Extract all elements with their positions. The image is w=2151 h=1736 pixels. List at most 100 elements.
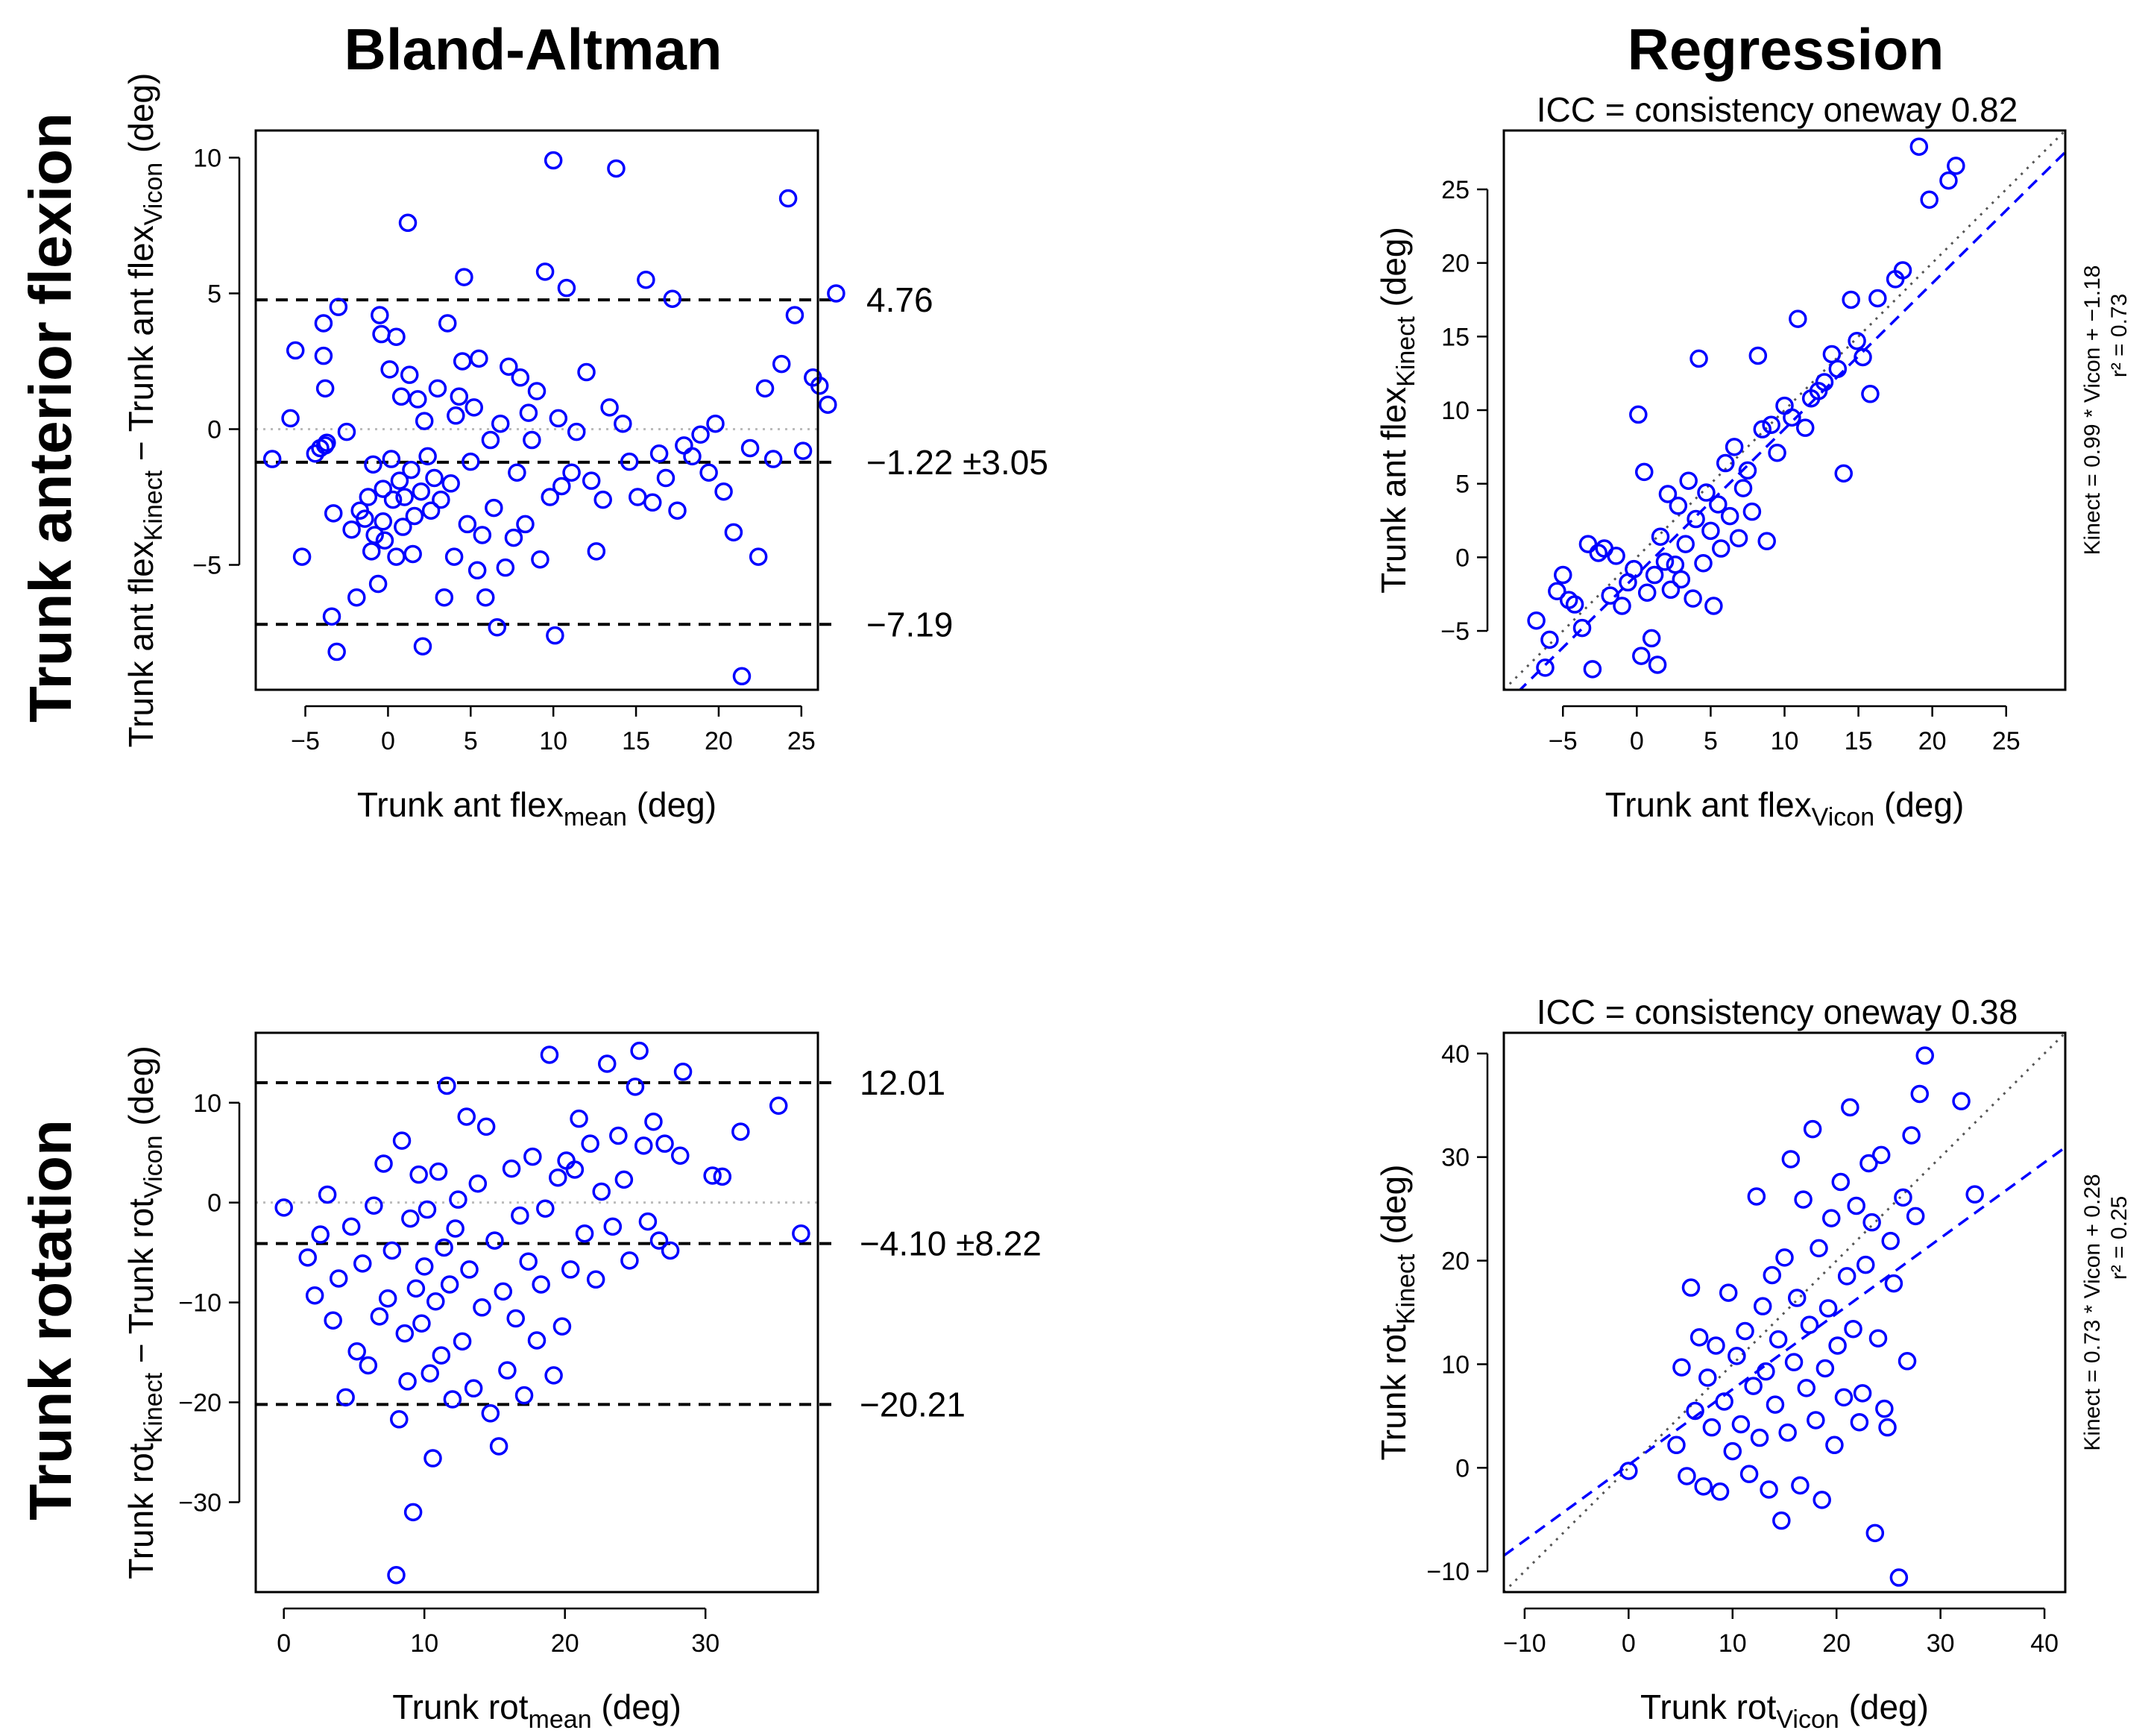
data-point (1578, 535, 1598, 553)
data-point (620, 452, 639, 471)
x-tick-label: 10 (1771, 727, 1799, 755)
data-point (792, 1224, 810, 1243)
data-point (347, 588, 366, 607)
x-tick-label: 15 (622, 727, 650, 755)
data-point (1709, 495, 1728, 514)
y-tick-label: 10 (193, 1089, 221, 1118)
data-point (315, 379, 335, 398)
data-point (1704, 597, 1723, 615)
data-point (552, 1317, 572, 1336)
data-point (324, 1311, 342, 1330)
data-point (449, 1190, 467, 1209)
data-point (421, 1364, 439, 1383)
column-title-bland-altman: Bland-Altman (344, 16, 722, 82)
data-point (488, 618, 507, 637)
data-point (630, 1041, 649, 1060)
data-point (740, 438, 760, 458)
data-point (329, 298, 348, 316)
r-squared: r² = 0.73 (2107, 294, 2132, 378)
data-point (337, 422, 356, 441)
data-point (649, 1231, 669, 1250)
data-point (496, 558, 515, 577)
data-point (714, 482, 733, 501)
data-point (523, 430, 541, 450)
data-point (464, 1379, 483, 1398)
data-point (561, 1260, 580, 1279)
icc-label: ICC = consistency oneway 0.82 (1537, 90, 2018, 129)
x-tick-label: 10 (1719, 1629, 1747, 1658)
data-point (387, 327, 406, 346)
y-tick-label: −5 (192, 552, 221, 580)
data-point (536, 1199, 555, 1218)
data-point (1681, 1278, 1701, 1297)
data-point (491, 414, 510, 433)
data-point (1865, 1523, 1885, 1543)
data-point (1781, 1150, 1801, 1169)
data-point (603, 1217, 623, 1236)
data-point (382, 1241, 402, 1260)
data-point (336, 1388, 355, 1407)
data-point (406, 1279, 426, 1298)
data-point (508, 463, 526, 482)
data-point (359, 488, 378, 506)
x-tick-label: 0 (1622, 1629, 1636, 1658)
data-point (1794, 1190, 1813, 1209)
x-tick-label: −5 (1549, 727, 1578, 755)
data-point (540, 1045, 559, 1064)
y-tick-label: 25 (1441, 176, 1470, 204)
data-point (629, 488, 647, 506)
data-point (1889, 1568, 1909, 1587)
x-tick-label: 40 (2030, 1629, 2059, 1658)
data-point (473, 1298, 491, 1317)
y-tick-label: 5 (207, 280, 221, 308)
data-point (374, 512, 393, 531)
data-point (582, 471, 601, 490)
data-point (1760, 1480, 1778, 1499)
data-point (755, 379, 775, 398)
data-point (327, 642, 346, 661)
data-point (1648, 655, 1667, 674)
data-point (457, 1107, 476, 1126)
data-point (395, 488, 414, 506)
y-tick-label: 15 (1441, 323, 1470, 351)
data-point (286, 341, 305, 360)
data-point (428, 379, 447, 398)
data-point (1787, 1289, 1807, 1307)
data-point (527, 1331, 547, 1350)
reference-label-0: 4.76 (866, 280, 933, 319)
x-tick-label: 10 (539, 727, 567, 755)
data-point (703, 1166, 722, 1185)
data-point (470, 349, 488, 368)
data-point (305, 1286, 324, 1305)
reference-label-2: −7.19 (866, 605, 953, 644)
data-point (1637, 583, 1657, 602)
data-point (387, 547, 406, 566)
x-tick-label: 20 (551, 1629, 579, 1658)
data-point (577, 362, 596, 382)
data-point (587, 542, 606, 561)
data-point (429, 1162, 448, 1181)
x-tick-label: 25 (1992, 727, 2021, 755)
data-point (1791, 1476, 1810, 1495)
data-point (1698, 1368, 1717, 1387)
r-squared: r² = 0.25 (2107, 1196, 2132, 1280)
reference-label-1: −4.10 ±8.22 (860, 1224, 1042, 1263)
data-point (1878, 1418, 1897, 1437)
data-point (614, 1170, 634, 1189)
x-tick-label: 20 (1918, 727, 1947, 755)
data-point (1965, 1185, 1984, 1204)
data-point (380, 360, 399, 379)
data-point (356, 509, 374, 528)
data-point (383, 490, 403, 509)
data-point (1753, 420, 1772, 438)
data-point (387, 1565, 406, 1585)
data-point (1842, 290, 1860, 309)
data-point (378, 1289, 397, 1308)
data-point (546, 626, 564, 645)
data-point (1807, 1411, 1825, 1430)
data-point (453, 1332, 472, 1351)
data-point (592, 1182, 611, 1201)
data-point (444, 547, 464, 566)
data-point (519, 403, 538, 422)
